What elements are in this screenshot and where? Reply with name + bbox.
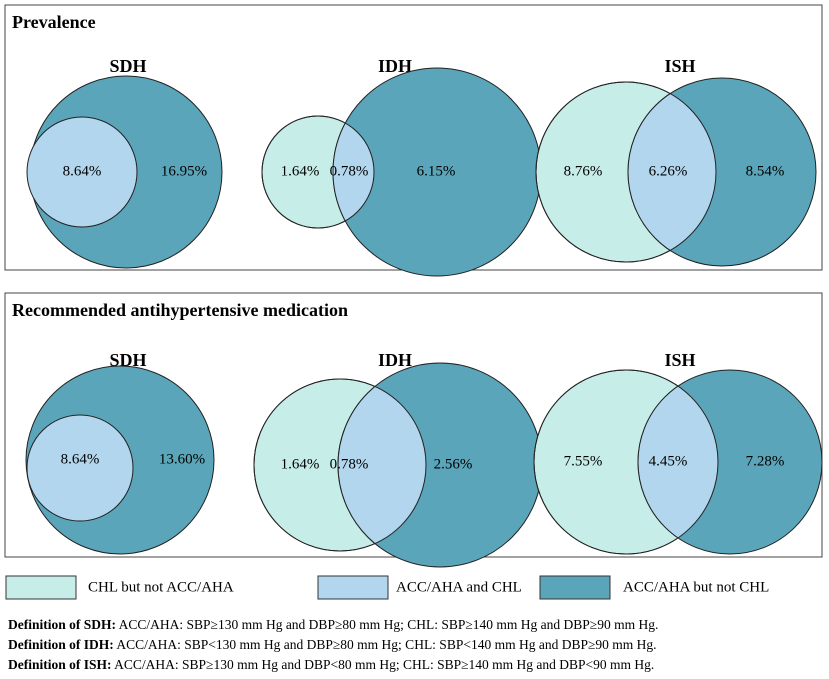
region-label: 1.64% [281, 163, 320, 179]
venn-circle [253, 378, 427, 552]
diagram-title: IDH [378, 56, 412, 76]
definition: Definition of SDH: ACC/AHA: SBP≥130 mm H… [8, 617, 658, 632]
definition-text: ACC/AHA: SBP≥130 mm Hg and DBP≥80 mm Hg;… [116, 617, 658, 632]
region-label: 7.28% [746, 453, 785, 469]
region-label: 6.26% [649, 163, 688, 179]
legend-label: ACC/AHA but not CHL [623, 579, 769, 595]
definition-text: ACC/AHA: SBP≥130 mm Hg and DBP<80 mm Hg;… [112, 657, 655, 672]
region-label: 6.15% [417, 163, 456, 179]
legend-label: ACC/AHA and CHL [396, 579, 522, 595]
region-label: 8.54% [746, 163, 785, 179]
region-label: 4.45% [649, 453, 688, 469]
region-label: 0.78% [330, 163, 369, 179]
definition-label: Definition of SDH: [8, 617, 116, 632]
venn-circle [26, 116, 138, 228]
venn-circle [533, 369, 719, 555]
region-label: 8.64% [63, 163, 102, 179]
venn-circle [627, 82, 716, 262]
venn-circle [26, 414, 134, 522]
diagram-title: ISH [664, 350, 695, 370]
diagram-title: ISH [664, 56, 695, 76]
legend-swatch [539, 575, 611, 600]
venn-circle [535, 81, 717, 263]
definition-label: Definition of IDH: [8, 637, 114, 652]
panel-title: Prevalence [12, 12, 96, 32]
region-label: 2.56% [434, 456, 473, 472]
region-label: 7.55% [564, 453, 603, 469]
region-label: 0.78% [330, 456, 369, 472]
region-label: 8.64% [61, 451, 100, 467]
legend-swatch [5, 575, 77, 600]
diagram-title: IDH [378, 350, 412, 370]
definition: Definition of IDH: ACC/AHA: SBP<130 mm H… [8, 637, 657, 652]
region-label: 16.95% [161, 163, 207, 179]
legend-swatch [317, 575, 389, 600]
venn-circle [637, 370, 718, 554]
venn-circle [337, 379, 426, 551]
region-label: 1.64% [281, 456, 320, 472]
legend-label: CHL but not ACC/AHA [88, 579, 234, 595]
panel-title: Recommended antihypertensive medication [12, 300, 348, 320]
definition-label: Definition of ISH: [8, 657, 112, 672]
definition-text: ACC/AHA: SBP<130 mm Hg and DBP≥80 mm Hg;… [114, 637, 657, 652]
region-label: 13.60% [159, 451, 205, 467]
venn-circle [332, 116, 374, 228]
venn-circle [261, 115, 375, 229]
diagram-title: SDH [109, 56, 146, 76]
region-label: 8.76% [564, 163, 603, 179]
definition: Definition of ISH: ACC/AHA: SBP≥130 mm H… [8, 657, 654, 672]
diagram-title: SDH [109, 350, 146, 370]
